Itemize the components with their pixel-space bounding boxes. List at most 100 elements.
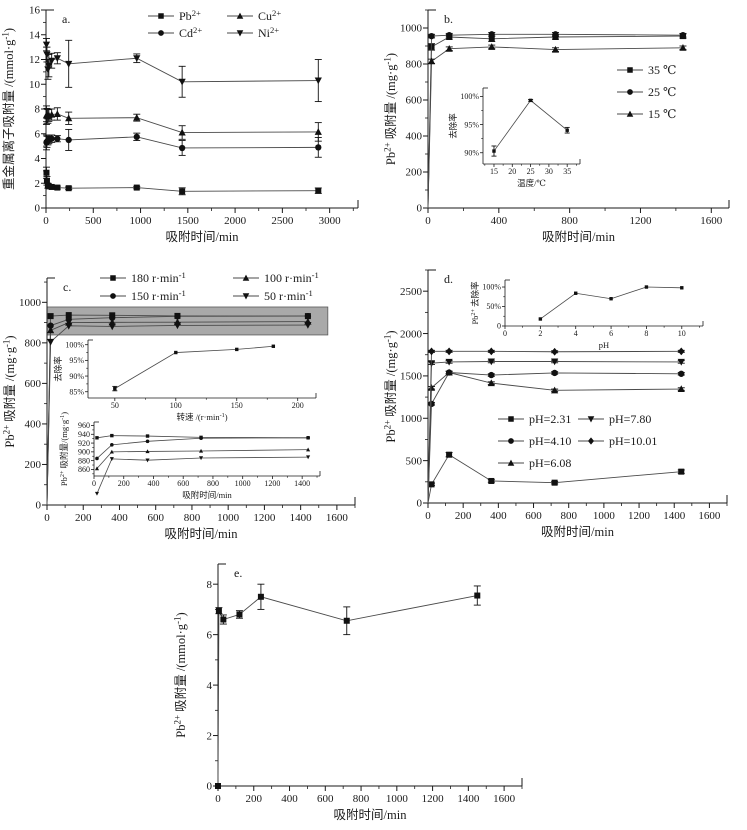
- data-point-marker: [446, 32, 453, 39]
- data-point-marker: [108, 323, 116, 331]
- svg-text:14: 14: [29, 29, 41, 41]
- panel-d-inset-chart: 0 2 4 6 8 10 0 50% 100% pH Pb2+ 去除率: [470, 279, 704, 350]
- data-point-marker: [43, 51, 51, 59]
- svg-text:c.: c.: [63, 280, 71, 294]
- data-point-marker: [65, 136, 72, 144]
- svg-text:Pb2+ 吸附量 /(mg·g-1): Pb2+ 吸附量 /(mg·g-1): [383, 53, 398, 165]
- svg-text:200: 200: [118, 479, 130, 488]
- data-point-marker: [679, 44, 687, 51]
- data-point-marker: [492, 149, 496, 153]
- data-point-marker: [48, 183, 55, 190]
- legend-label: pH=7.80: [609, 412, 651, 426]
- data-point-marker: [488, 371, 495, 379]
- svg-text:100: 100: [170, 401, 182, 410]
- svg-text:860: 860: [78, 465, 90, 474]
- svg-text:400: 400: [111, 512, 128, 524]
- svg-text:吸附时间/min: 吸附时间/min: [166, 230, 240, 244]
- data-point-marker: [220, 616, 227, 623]
- svg-text:重金属离子吸附量 /(mmol·g-1): 重金属离子吸附量 /(mmol·g-1): [1, 28, 16, 190]
- data-point-marker: [427, 57, 436, 65]
- svg-text:600: 600: [177, 479, 189, 488]
- svg-text:0: 0: [497, 322, 501, 331]
- svg-text:800: 800: [184, 512, 201, 524]
- svg-text:0: 0: [43, 215, 49, 227]
- svg-text:1200: 1200: [628, 510, 651, 522]
- svg-text:20: 20: [508, 167, 516, 176]
- data-point-marker: [199, 456, 204, 461]
- data-point-marker: [145, 458, 150, 463]
- data-point-marker: [445, 368, 453, 376]
- svg-text:1600: 1600: [698, 510, 721, 522]
- series-line: [493, 99, 568, 152]
- data-point-marker: [236, 611, 243, 618]
- data-point-marker: [174, 350, 178, 355]
- svg-text:4: 4: [207, 680, 213, 692]
- svg-text:920: 920: [78, 439, 90, 448]
- legend-marker: [242, 274, 250, 281]
- svg-text:400: 400: [147, 479, 159, 488]
- data-point-marker: [65, 185, 72, 192]
- svg-text:1200: 1200: [422, 793, 445, 805]
- legend-marker: [236, 12, 244, 19]
- data-point-marker: [199, 436, 203, 441]
- series-line: [427, 33, 683, 209]
- legend-label: 50 r·min-1: [264, 288, 313, 303]
- data-point-marker: [109, 449, 114, 454]
- data-point-marker: [65, 114, 73, 122]
- svg-text:10: 10: [678, 329, 686, 338]
- svg-text:0: 0: [207, 781, 213, 793]
- legend-marker: [508, 416, 514, 422]
- svg-text:200: 200: [406, 167, 423, 179]
- svg-text:0: 0: [503, 329, 507, 338]
- data-point-marker: [428, 481, 435, 488]
- panel-e-chart: 0 200 400 600 800 1000 1200 1400 1600 0 2 4 6 8 吸附时间/m…: [173, 563, 523, 822]
- data-point-marker: [474, 592, 481, 599]
- data-point-marker: [343, 617, 350, 624]
- svg-text:1400: 1400: [294, 479, 310, 488]
- data-point-marker: [65, 312, 72, 319]
- data-point-marker: [445, 347, 453, 356]
- legend-label: Cd2+: [179, 25, 202, 40]
- svg-text:85%: 85%: [69, 387, 84, 396]
- data-point-marker: [42, 41, 51, 49]
- data-point-marker: [304, 312, 312, 320]
- data-point-marker: [48, 135, 55, 142]
- legend-marker: [587, 437, 595, 445]
- svg-text:35: 35: [563, 167, 571, 176]
- svg-text:940: 940: [78, 430, 90, 439]
- svg-text:200: 200: [455, 510, 472, 522]
- svg-text:8: 8: [35, 104, 41, 116]
- series-line: [96, 456, 309, 494]
- svg-text:200: 200: [292, 401, 304, 410]
- svg-text:吸附时间/min: 吸附时间/min: [334, 808, 408, 822]
- svg-text:0: 0: [417, 203, 423, 215]
- svg-text:16: 16: [29, 5, 41, 17]
- data-point-marker: [95, 436, 99, 440]
- svg-text:150: 150: [231, 401, 243, 410]
- data-point-marker: [609, 297, 613, 301]
- data-point-marker: [487, 379, 495, 387]
- series-line: [46, 314, 308, 506]
- svg-text:温度/℃: 温度/℃: [517, 178, 546, 188]
- data-point-marker: [487, 358, 495, 366]
- svg-text:1200: 1200: [253, 512, 276, 524]
- legend-marker: [507, 459, 515, 466]
- data-point-marker: [551, 45, 560, 53]
- svg-text:800: 800: [353, 793, 370, 805]
- data-point-marker: [47, 313, 54, 320]
- panel-a-chart: 0 500 1000 1500 2000 2500 3000 0 2 4 6 8 10 12 14 16 吸附时…: [1, 5, 359, 244]
- svg-text:50%: 50%: [486, 302, 501, 311]
- series-line: [217, 595, 478, 787]
- svg-text:600: 600: [525, 510, 542, 522]
- data-point-marker: [173, 322, 182, 330]
- data-point-marker: [44, 66, 52, 74]
- data-point-marker: [677, 358, 685, 366]
- series-line: [427, 46, 683, 209]
- svg-text:6: 6: [35, 128, 41, 140]
- data-point-marker: [94, 491, 100, 496]
- svg-text:8: 8: [207, 579, 213, 591]
- data-point-marker: [145, 434, 150, 438]
- data-point-marker: [565, 128, 569, 132]
- data-point-marker: [47, 338, 55, 346]
